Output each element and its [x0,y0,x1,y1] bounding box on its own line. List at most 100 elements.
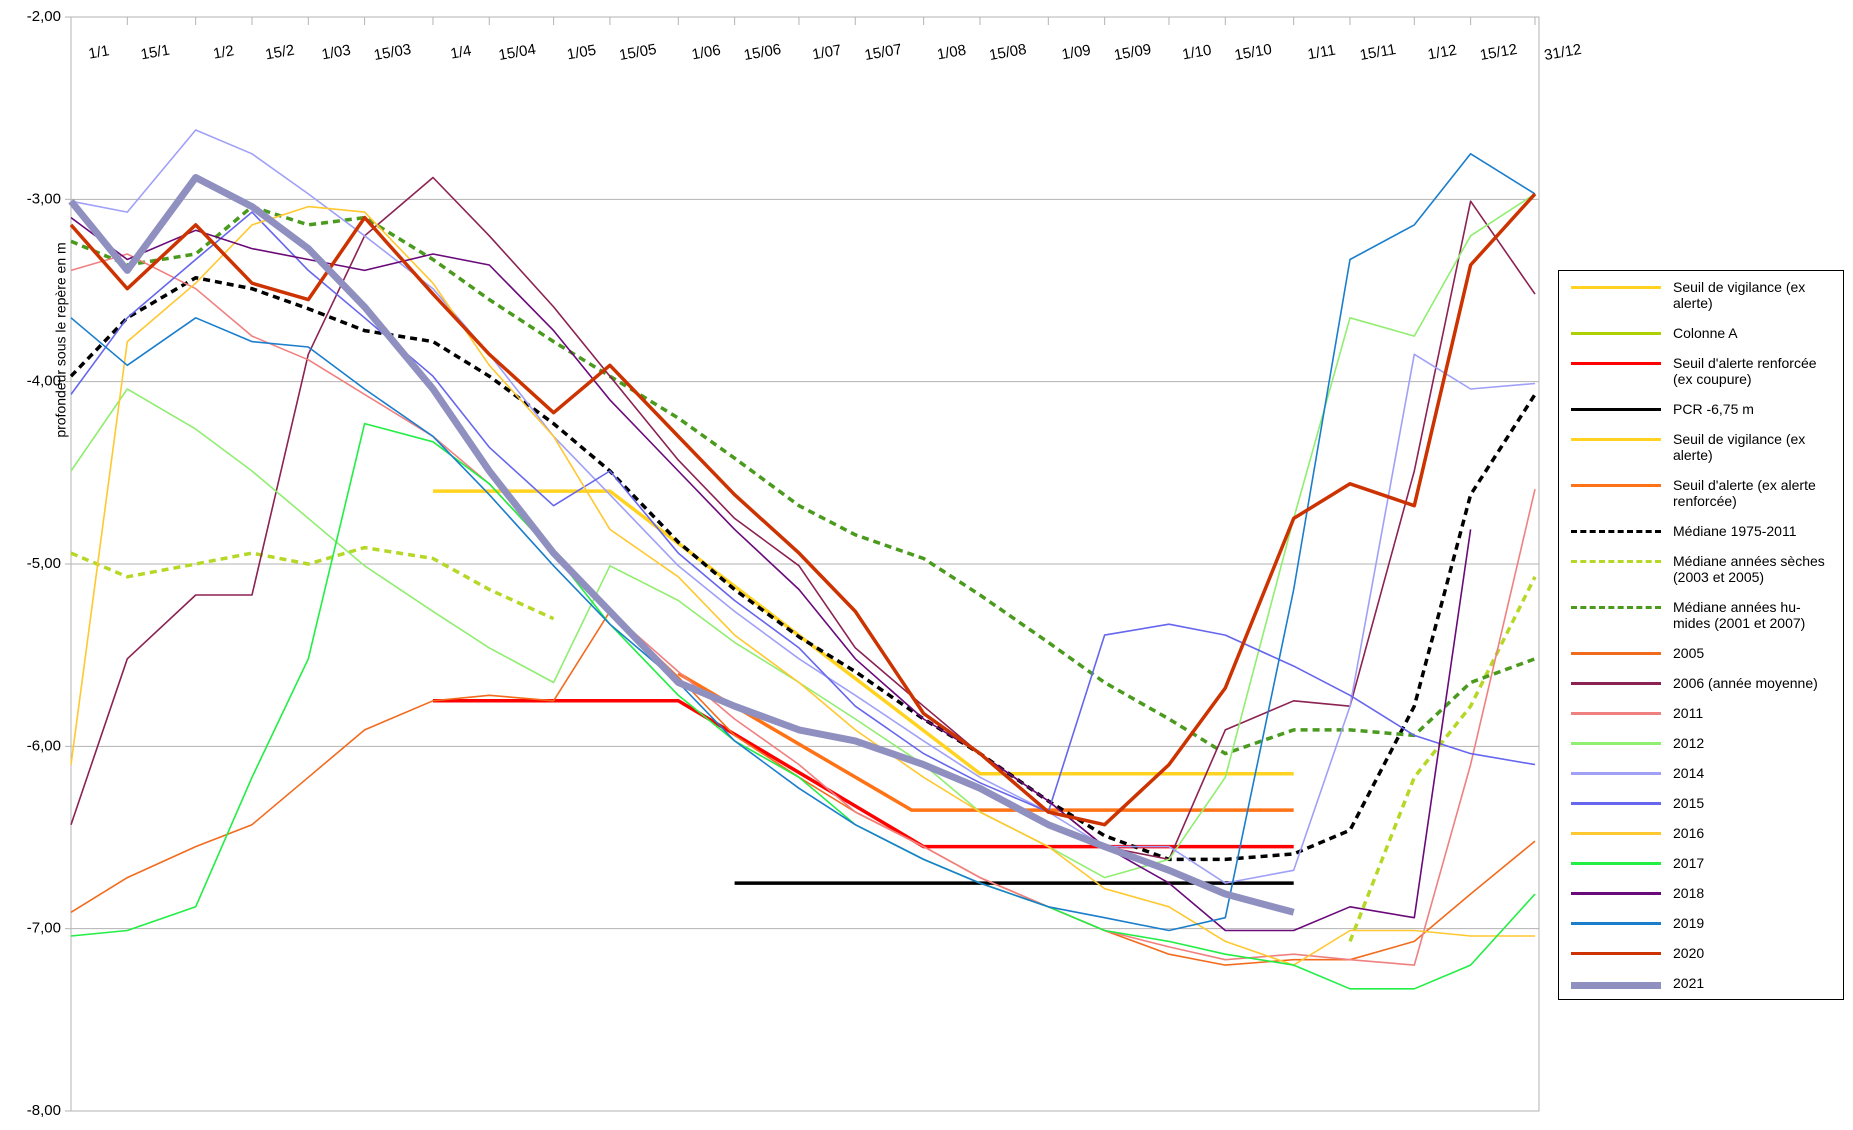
legend-swatch [1571,952,1661,955]
series-line [677,671,1294,812]
legend-swatch [1571,982,1661,989]
legend-swatch [1571,484,1661,487]
x-tick-label: 1/06 [690,42,722,64]
legend-entry: Seuil d'alerte renforcée (ex coupure) [1565,355,1837,387]
series-line [70,545,1537,943]
legend-label: 2020 [1673,945,1705,961]
legend-label: Seuil d'alerte (ex alerte renforcée) [1673,477,1816,509]
x-tick-label: 1/11 [1306,42,1337,64]
legend-swatch [1571,922,1661,925]
legend-entry: 2011 [1565,705,1837,721]
legend-label: Médiane 1975-2011 [1673,523,1797,539]
legend-label: Seuil de vigilance (ex alerte) [1673,431,1806,463]
legend-label: PCR -6,75 m [1673,401,1754,417]
x-tick-label: 1/12 [1426,42,1458,64]
legend-label: Médiane années sèches (2003 et 2005) [1673,553,1825,585]
legend-entry: 2020 [1565,945,1837,961]
legend-label: 2014 [1673,765,1705,781]
series-line [68,174,1295,916]
legend-swatch [1571,742,1661,745]
legend-swatch [1571,362,1661,365]
y-axis-label: profondeur sous le repère en m [53,242,69,437]
x-tick-label: 1/1 [87,42,110,62]
x-tick-label: 15/03 [373,41,413,64]
y-tick-label: -2,00 [27,8,61,25]
series-line [69,275,1537,862]
legend-entry: 2016 [1565,825,1837,841]
legend-label: 2012 [1673,735,1705,751]
legend-swatch [1571,438,1661,441]
x-tick-label: 31/12 [1543,41,1583,64]
legend-swatch [1571,712,1661,715]
x-tick-label: 15/2 [264,42,296,64]
series-line [70,176,1536,861]
x-tick-label: 15/1 [139,42,171,64]
y-tick-label: -3,00 [27,190,61,207]
legend-swatch [1571,832,1661,835]
legend-swatch [1571,560,1661,563]
legend-swatch [1571,652,1661,655]
legend-entry: 2021 [1565,975,1837,991]
x-tick-label: 1/07 [811,42,843,64]
legend-entry: Médiane 1975-2011 [1565,523,1837,539]
x-tick-label: 15/05 [618,41,658,64]
legend-entry: 2019 [1565,915,1837,931]
series-line [70,129,1536,884]
x-tick-label: 1/03 [320,42,352,64]
legend-label: 2011 [1673,705,1704,721]
legend-entry: Colonne A [1565,325,1837,341]
legend-swatch [1571,772,1661,775]
series-line [70,204,1536,756]
legend-entry: 2005 [1565,645,1837,661]
x-tick-label: 15/12 [1479,41,1519,64]
series-line [69,192,1537,827]
x-tick-label: 1/10 [1181,42,1213,64]
legend-entry: Seuil de vigilance (ex alerte) [1565,431,1837,463]
x-tick-label: 15/04 [497,41,537,64]
legend-entry: 2014 [1565,765,1837,781]
y-tick-label: -8,00 [27,1102,61,1119]
x-tick-label: 15/07 [863,41,903,64]
x-tick-label: 15/11 [1358,41,1397,64]
x-tick-label: 1/4 [449,42,472,62]
x-tick-label: 1/05 [566,42,598,64]
legend-label: Médiane années hu-mides (2001 et 2007) [1673,599,1806,631]
legend-label: 2017 [1673,855,1705,871]
x-tick-label: 1/08 [936,42,968,64]
legend-entry: 2018 [1565,885,1837,901]
legend-entry: Seuil de vigilance (ex alerte) [1565,279,1837,311]
legend-label: 2005 [1673,645,1705,661]
legend-swatch [1571,408,1661,411]
series-line [433,489,1294,776]
legend-label: Colonne A [1673,325,1738,341]
x-tick-label: 15/10 [1233,41,1273,64]
y-tick-label: -6,00 [27,737,61,754]
legend-label: Seuil d'alerte renforcée (ex coupure) [1673,355,1817,387]
legend-entry: 2017 [1565,855,1837,871]
x-tick-label: 15/08 [988,41,1028,64]
legend: Seuil de vigilance (ex alerte) Colonne A S… [1558,270,1844,1000]
legend-label: 2018 [1673,885,1705,901]
legend-entry: 2015 [1565,795,1837,811]
series-line [70,216,1472,932]
series-line [70,153,1536,932]
legend-swatch [1571,862,1661,865]
legend-swatch [1571,892,1661,895]
legend-swatch [1571,332,1661,335]
legend-swatch [1571,286,1661,289]
legend-swatch [1571,606,1661,609]
x-tick-label: 15/06 [743,41,783,64]
legend-entry: Médiane années sèches (2003 et 2005) [1565,553,1837,585]
x-tick-label: 1/09 [1060,42,1092,64]
legend-swatch [1571,802,1661,805]
legend-entry: Médiane années hu-mides (2001 et 2007) [1565,599,1837,631]
legend-label: 2015 [1673,795,1705,811]
y-tick-label: -4,00 [27,373,61,390]
series-line [70,211,1536,813]
legend-entry: Seuil d'alerte (ex alerte renforcée) [1565,477,1837,509]
x-tick-label: 1/2 [212,42,235,62]
legend-label: 2019 [1673,915,1705,931]
x-tick-label: 15/09 [1113,41,1153,64]
